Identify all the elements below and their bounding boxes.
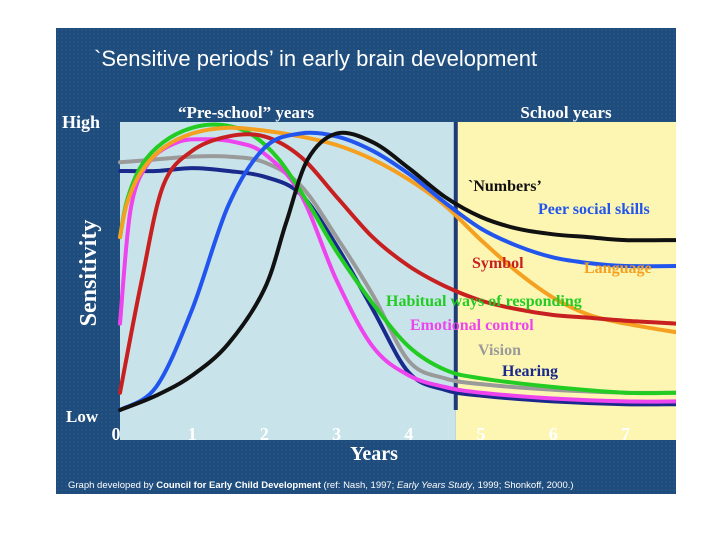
annotation-habitual-ways-of-responding: Habitual ways of responding [386, 293, 582, 310]
x-axis-label: Years [350, 443, 398, 465]
x-tick-6: 6 [549, 424, 558, 444]
series-line-peer-social-skills [118, 130, 676, 412]
annotation-numbers: `Numbers’ [468, 178, 542, 195]
annotation-vision: Vision [478, 342, 521, 359]
x-tick-0: 0 [112, 424, 121, 444]
footer-credit: Graph developed by Council for Early Chi… [68, 480, 574, 491]
annotation-hearing: Hearing [502, 363, 558, 380]
series-line-symbol [118, 132, 676, 395]
x-tick-layer: 0 1 2 3 4 5 6 7 [112, 424, 630, 444]
plot-area [118, 122, 676, 440]
x-tick-5: 5 [477, 424, 486, 444]
annotation-layer: `Numbers’ Peer social skills Symbol Languag… [386, 178, 652, 380]
series-line-language [118, 125, 676, 335]
footer-ref-italic: Early Years Study [397, 480, 474, 491]
footer-prefix: Graph developed by [68, 480, 156, 491]
sensitive-periods-chart: `Sensitive periods’ in early brain devel… [62, 46, 676, 491]
x-tick-3: 3 [332, 424, 341, 444]
annotation-peer-social-skills: Peer social skills [538, 201, 650, 218]
series-line-numbers [118, 130, 676, 412]
series-line-habitual-ways-of-responding [118, 122, 676, 396]
footer-ref-1: (ref: Nash, 1997; [321, 480, 397, 491]
y-high-label: High [62, 112, 100, 132]
y-axis-label: Sensitivity [76, 220, 102, 327]
footer-org: Council for Early Child Development [156, 480, 322, 491]
annotation-language: Language [584, 260, 652, 277]
region-label-preschool: “Pre-school” years [178, 103, 315, 122]
chart-title: `Sensitive periods’ in early brain devel… [94, 46, 537, 71]
slide-background: `Sensitive periods’ in early brain devel… [56, 28, 676, 494]
y-low-label: Low [66, 407, 99, 426]
series-layer [118, 122, 676, 412]
region-label-school: School years [520, 103, 612, 122]
x-tick-2: 2 [260, 424, 269, 444]
x-tick-4: 4 [404, 424, 413, 444]
x-tick-1: 1 [188, 424, 197, 444]
annotation-emotional-control: Emotional control [410, 317, 534, 334]
x-tick-7: 7 [621, 424, 630, 444]
footer-ref-2: , 1999; Shonkoff, 2000.) [472, 480, 573, 491]
annotation-symbol: Symbol [472, 255, 524, 272]
series-line-vision [118, 154, 676, 395]
